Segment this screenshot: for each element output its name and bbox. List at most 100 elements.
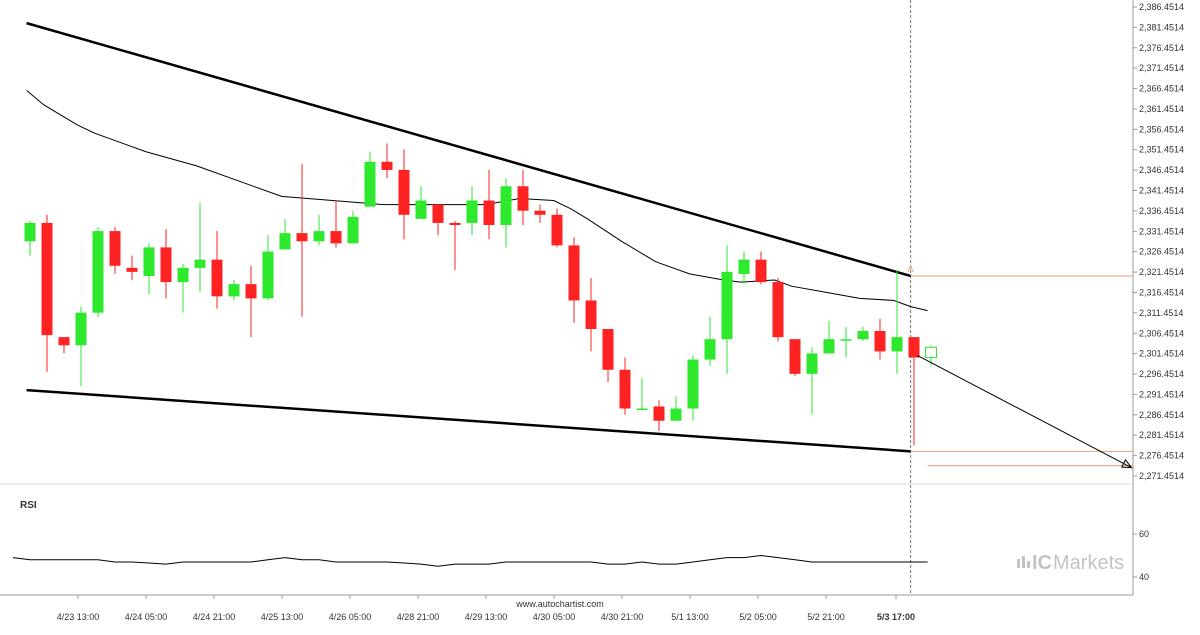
candle-body [857, 331, 869, 340]
candle-body [840, 339, 852, 341]
candle-body [109, 231, 121, 266]
candle-body [585, 300, 597, 329]
candle-body [500, 186, 512, 225]
candle-body [313, 231, 325, 242]
brand-markets-text: Markets [1053, 552, 1124, 574]
candle-body [381, 161, 393, 170]
price-tick-label: 2,366.4514 [1139, 84, 1184, 94]
candle-body [738, 259, 750, 274]
brand-ic-text: IC [1032, 552, 1052, 574]
time-tick-label: 5/2 21:00 [807, 612, 845, 622]
candle-body [908, 337, 920, 358]
candle-body [670, 408, 682, 421]
time-tick-label: 4/30 05:00 [533, 612, 576, 622]
candle-body [364, 161, 376, 207]
price-tick-label: 2,371.4514 [1139, 63, 1184, 73]
time-tick-label: 4/28 21:00 [397, 612, 440, 622]
price-tick-label: 2,316.4514 [1139, 287, 1184, 297]
time-tick-label: 5/2 05:00 [739, 612, 777, 622]
candle-body [160, 247, 172, 283]
price-tick-label: 2,381.4514 [1139, 22, 1184, 32]
candle-body [177, 267, 189, 283]
projection-arrow-line [917, 355, 1132, 469]
main-price-panel: A [24, 0, 1133, 595]
watermark-text: www.autochartist.com [515, 599, 604, 609]
candle-body [874, 331, 886, 352]
candle-body [245, 284, 257, 299]
time-tick-label: 4/29 13:00 [465, 612, 508, 622]
rsi-label: RSI [20, 500, 37, 511]
candle-body [415, 200, 427, 219]
brand-bars-icon [1017, 556, 1030, 568]
candle-body [194, 259, 206, 268]
price-tick-label: 2,321.4514 [1139, 267, 1184, 277]
candle-body [551, 214, 563, 246]
candle-body [925, 346, 937, 359]
price-tick-label: 2,356.4514 [1139, 124, 1184, 134]
time-tick-label: 4/24 05:00 [125, 612, 168, 622]
time-tick-label: 4/26 05:00 [329, 612, 372, 622]
price-tick-label: 2,346.4514 [1139, 165, 1184, 175]
candle-body [262, 251, 274, 299]
price-tick-label: 2,296.4514 [1139, 369, 1184, 379]
price-tick-label: 2,326.4514 [1139, 247, 1184, 257]
candle-body [704, 339, 716, 360]
candle-body [772, 282, 784, 338]
candle-body [347, 216, 359, 244]
price-tick-label: 2,286.4514 [1139, 410, 1184, 420]
price-tick-label: 2,386.4514 [1139, 2, 1184, 12]
candle-body [636, 408, 648, 411]
candle-body [449, 222, 461, 225]
candle-body [228, 284, 240, 297]
price-tick-label: 2,361.4514 [1139, 104, 1184, 114]
rsi-tick-label: 40 [1139, 572, 1149, 582]
candle-body [653, 406, 665, 421]
candle-body [602, 328, 614, 370]
price-tick-label: 2,271.4514 [1139, 471, 1184, 481]
pattern-lower-trendline [26, 388, 911, 453]
candle-body [806, 353, 818, 374]
time-tick-label: 4/24 21:00 [193, 612, 236, 622]
candle-body [755, 259, 767, 283]
candle-body [534, 210, 546, 215]
time-axis: 4/23 13:00 4/24 05:00 4/24 21:00 4/25 13:00… [57, 595, 915, 622]
price-tick-label: 2,376.4514 [1139, 43, 1184, 53]
time-tick-label: 5/3 17:00 [877, 612, 915, 622]
candle-body [211, 259, 223, 297]
time-tick-label: 4/23 13:00 [57, 612, 100, 622]
time-tick-label: 5/1 13:00 [671, 612, 709, 622]
candle-body [92, 231, 104, 313]
rsi-axis: 60 40 [1133, 529, 1149, 582]
price-tick-label: 2,291.4514 [1139, 389, 1184, 399]
price-tick-label: 2,276.4514 [1139, 451, 1184, 461]
price-tick-label: 2,351.4514 [1139, 145, 1184, 155]
candle-body [789, 339, 801, 374]
price-tick-label: 2,331.4514 [1139, 226, 1184, 236]
candle-body [823, 339, 835, 354]
projection-arrowhead [1120, 459, 1133, 469]
candle-body [517, 186, 529, 211]
candle-body [279, 233, 291, 250]
candle-body [721, 271, 733, 340]
candle-body [483, 200, 495, 225]
rsi-panel [12, 554, 928, 567]
rsi-line [12, 554, 928, 567]
candle-body [687, 359, 699, 409]
candle-body [619, 369, 631, 409]
candle-body [143, 247, 155, 276]
price-tick-label: 2,311.4514 [1139, 308, 1183, 318]
candle-body [330, 231, 342, 244]
candle-body [41, 222, 53, 336]
moving-average-line [26, 90, 928, 312]
candle-body [126, 267, 138, 272]
candle-body [568, 245, 580, 301]
candle-body [891, 337, 903, 352]
annotation-label: A [908, 264, 914, 274]
pattern-upper-trendline [26, 21, 911, 278]
rsi-tick-label: 60 [1139, 529, 1149, 539]
time-tick-label: 4/30 21:00 [601, 612, 644, 622]
candle-body [24, 222, 36, 242]
candle-body [432, 204, 444, 223]
